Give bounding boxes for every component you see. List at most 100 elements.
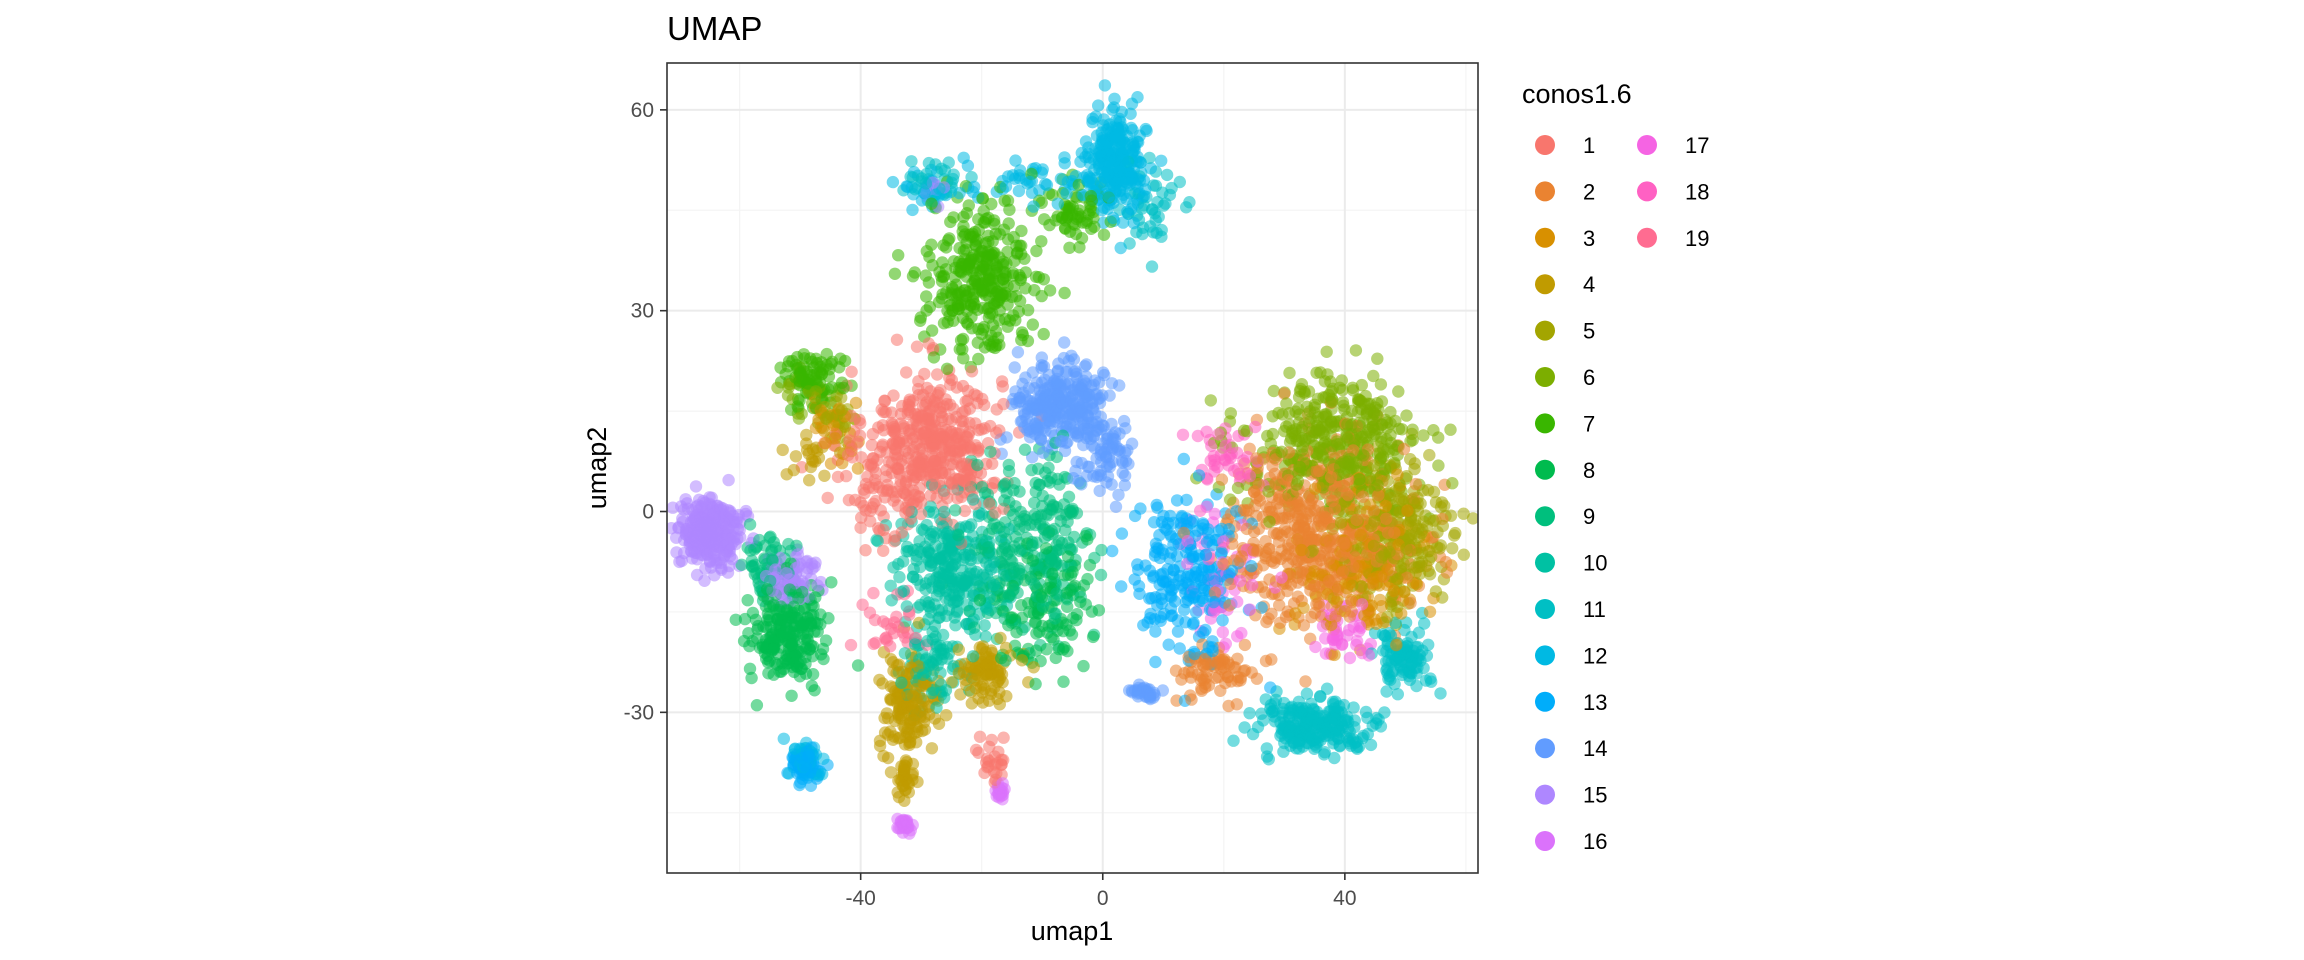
point-cluster-2 [1372,489,1385,502]
point-cluster-6 [1266,427,1280,441]
point-cluster-12 [1051,197,1065,210]
point-cluster-5 [1457,548,1471,561]
point-cluster-13 [1150,498,1163,512]
point-cluster-4 [897,719,910,733]
point-cluster-15 [791,548,805,561]
point-cluster-7 [953,343,966,356]
point-cluster-8 [738,612,752,626]
point-cluster-8 [805,679,819,693]
point-cluster-2 [1247,525,1261,538]
point-cluster-1 [958,504,971,518]
point-cluster-9 [978,486,992,500]
point-cluster-5 [1413,530,1426,543]
point-cluster-14 [1112,488,1125,502]
point-cluster-7 [1002,217,1015,230]
point-cluster-13 [1115,580,1128,593]
point-cluster-12 [1082,141,1095,154]
point-cluster-8 [1077,579,1091,592]
point-cluster-5 [1482,467,1494,479]
point-cluster-10 [948,611,961,624]
point-cluster-13 [1180,512,1193,525]
point-cluster-17 [1309,640,1322,654]
point-cluster-2 [1379,512,1393,525]
point-cluster-12 [1114,241,1127,255]
point-cluster-6 [1293,385,1307,398]
point-cluster-7 [927,351,941,364]
point-cluster-2 [1262,612,1275,625]
point-cluster-7 [957,210,970,224]
point-cluster-12 [1095,204,1109,217]
point-cluster-1 [843,434,856,447]
point-cluster-11 [1165,181,1178,195]
point-cluster-8 [762,656,775,669]
point-cluster-2 [1278,387,1291,400]
point-cluster-4 [800,437,813,450]
point-cluster-5 [1408,561,1421,574]
point-cluster-7 [1035,235,1048,248]
point-cluster-10 [885,594,898,607]
point-cluster-19 [856,598,869,611]
point-cluster-9 [1039,466,1052,479]
point-cluster-8 [1083,558,1097,572]
point-cluster-11 [905,155,918,168]
point-cluster-9 [998,494,1011,507]
point-cluster-1 [986,457,999,470]
point-cluster-12 [1025,186,1039,199]
point-cluster-11 [1391,688,1405,701]
point-cluster-1 [887,389,900,402]
point-cluster-6 [1231,481,1245,495]
point-cluster-12 [1117,188,1130,201]
point-cluster-7 [939,263,953,276]
point-cluster-8 [1030,644,1043,657]
point-cluster-12 [999,180,1013,193]
point-cluster-12 [1083,157,1097,170]
point-cluster-5 [835,404,848,417]
point-cluster-12 [1137,190,1151,203]
point-cluster-19 [844,638,858,652]
point-cluster-14 [1087,378,1100,392]
point-cluster-12 [1106,103,1119,116]
point-cluster-6 [1432,459,1445,472]
point-cluster-7 [956,332,970,346]
point-cluster-1 [965,365,979,378]
point-cluster-6 [1355,378,1369,392]
point-cluster-8 [1086,630,1100,644]
point-cluster-6 [792,412,806,425]
point-cluster-5 [1436,519,1450,533]
point-cluster-7 [1063,241,1076,254]
point-cluster-2 [1259,535,1272,548]
point-cluster-14 [1121,444,1134,457]
point-cluster-1 [969,743,983,757]
point-cluster-8 [773,605,787,618]
point-cluster-12 [1058,157,1071,170]
point-cluster-5 [1429,585,1443,598]
point-cluster-14 [1026,366,1040,379]
point-cluster-7 [989,325,1003,338]
point-cluster-1 [866,427,879,441]
point-cluster-1 [841,448,855,462]
point-cluster-1 [878,394,891,407]
point-cluster-13 [1215,546,1228,559]
point-cluster-14 [1008,361,1021,374]
point-cluster-13 [1106,544,1119,558]
point-cluster-12 [886,175,900,189]
point-cluster-14 [1078,360,1092,373]
point-cluster-10 [923,601,936,614]
point-cluster-1 [900,435,913,448]
point-cluster-6 [1283,407,1296,420]
point-cluster-8 [749,613,763,626]
point-cluster-7 [923,300,937,314]
point-cluster-7 [1026,318,1040,331]
point-cluster-2 [1397,442,1411,456]
point-cluster-7 [1097,228,1111,241]
point-cluster-11 [922,156,936,170]
point-cluster-7 [820,347,833,361]
point-cluster-12 [1131,91,1144,104]
point-cluster-12 [1040,178,1054,192]
point-cluster-19 [869,636,882,649]
point-cluster-8 [1081,533,1094,546]
point-cluster-7 [947,255,961,268]
point-cluster-2 [1305,532,1318,546]
point-cluster-6 [1371,352,1384,365]
point-cluster-6 [1379,413,1392,427]
